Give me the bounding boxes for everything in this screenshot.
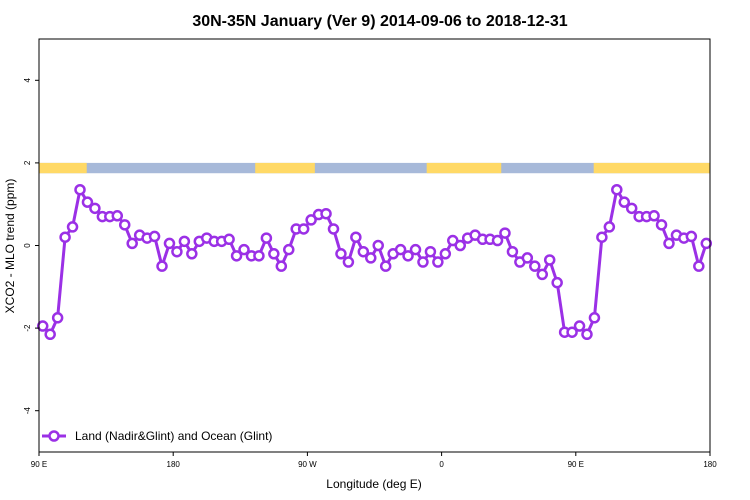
land-ocean-strip — [39, 162, 710, 174]
data-point — [648, 210, 660, 222]
data-point — [365, 252, 377, 264]
data-point — [156, 260, 168, 272]
data-point — [529, 260, 541, 272]
data-point — [223, 233, 235, 246]
data-point — [603, 221, 616, 233]
data-point — [74, 183, 86, 196]
land-segment — [593, 162, 710, 174]
data-point — [439, 248, 452, 260]
data-point — [625, 202, 638, 215]
data-point — [342, 256, 355, 268]
data-point — [543, 254, 556, 266]
data-point — [44, 328, 56, 341]
data-point — [506, 245, 519, 258]
data-point — [536, 268, 548, 281]
x-axis-label: Longitude (deg E) — [326, 477, 421, 491]
y-axis-label: XCO2 - MLO trend (ppm) — [3, 179, 17, 314]
data-point — [581, 328, 593, 341]
data-point — [693, 260, 705, 272]
data-point — [89, 202, 101, 215]
data-point — [111, 210, 124, 222]
data-point — [178, 235, 191, 248]
legend-marker-swatch — [48, 430, 60, 442]
data-point — [447, 234, 459, 247]
y-tick-label: -2 — [23, 324, 32, 332]
data-point — [551, 276, 563, 289]
data-point — [372, 239, 384, 252]
data-point — [297, 223, 310, 235]
data-point — [417, 256, 429, 268]
data-point — [51, 312, 64, 324]
data-point — [283, 243, 295, 256]
data-point — [268, 248, 280, 260]
x-axis: 90 E 180 90 W 0 90 E 180 — [31, 452, 717, 469]
chart-title: 30N-35N January (Ver 9) 2014-09-06 to 20… — [192, 13, 567, 30]
data-point — [566, 326, 578, 338]
data-point — [335, 248, 347, 260]
data-point — [663, 237, 675, 250]
data-point — [432, 256, 444, 268]
ocean-band — [39, 162, 710, 174]
data-point — [81, 196, 94, 208]
data-point — [402, 250, 414, 262]
x-tick-label: 90 E — [568, 460, 584, 469]
legend: Land (Nadir&Glint) and Ocean (Glint) — [42, 429, 272, 443]
data-point — [611, 183, 623, 196]
legend-label: Land (Nadir&Glint) and Ocean (Glint) — [75, 429, 272, 443]
data-point — [171, 245, 183, 258]
data-point — [163, 237, 176, 250]
data-point — [320, 207, 332, 220]
data-point — [59, 231, 71, 243]
data-point — [491, 234, 504, 247]
data-point — [700, 237, 713, 250]
data-point — [36, 320, 49, 332]
data-point — [118, 219, 131, 231]
data-point — [350, 231, 362, 243]
data-point — [409, 243, 422, 256]
data-point — [126, 237, 138, 250]
data-point — [230, 250, 243, 262]
data-point — [499, 227, 511, 239]
y-tick-label: 4 — [23, 78, 32, 83]
data-point — [573, 320, 586, 332]
data-point — [454, 239, 466, 252]
data-point — [424, 245, 437, 258]
data-point — [618, 196, 631, 208]
x-tick-label: 180 — [167, 460, 181, 469]
data-point — [253, 250, 265, 262]
land-segment — [426, 162, 502, 174]
data-point — [148, 230, 161, 243]
y-tick-label: 2 — [23, 160, 32, 165]
x-tick-label: 90 W — [298, 460, 317, 469]
series-layer — [36, 183, 713, 341]
data-point — [66, 221, 79, 233]
data-point — [521, 252, 534, 264]
data-point — [305, 214, 317, 226]
data-point — [379, 260, 392, 272]
data-point — [357, 245, 370, 258]
data-point — [588, 312, 601, 324]
data-point — [685, 230, 698, 243]
x-tick-label: 0 — [439, 460, 444, 469]
data-point — [260, 232, 273, 244]
data-point — [186, 248, 198, 260]
y-tick-label: -4 — [23, 407, 32, 415]
y-axis: -4 -2 0 2 4 — [23, 78, 39, 415]
data-point — [238, 243, 250, 256]
land-segment — [255, 162, 315, 174]
x-tick-label: 90 E — [31, 460, 47, 469]
data-point — [275, 260, 288, 272]
y-tick-label: 0 — [23, 243, 32, 248]
data-point — [327, 223, 340, 235]
land-segment — [39, 162, 87, 174]
data-point — [596, 231, 608, 243]
x-tick-label: 180 — [703, 460, 717, 469]
data-point — [394, 243, 407, 256]
data-point — [655, 219, 668, 231]
